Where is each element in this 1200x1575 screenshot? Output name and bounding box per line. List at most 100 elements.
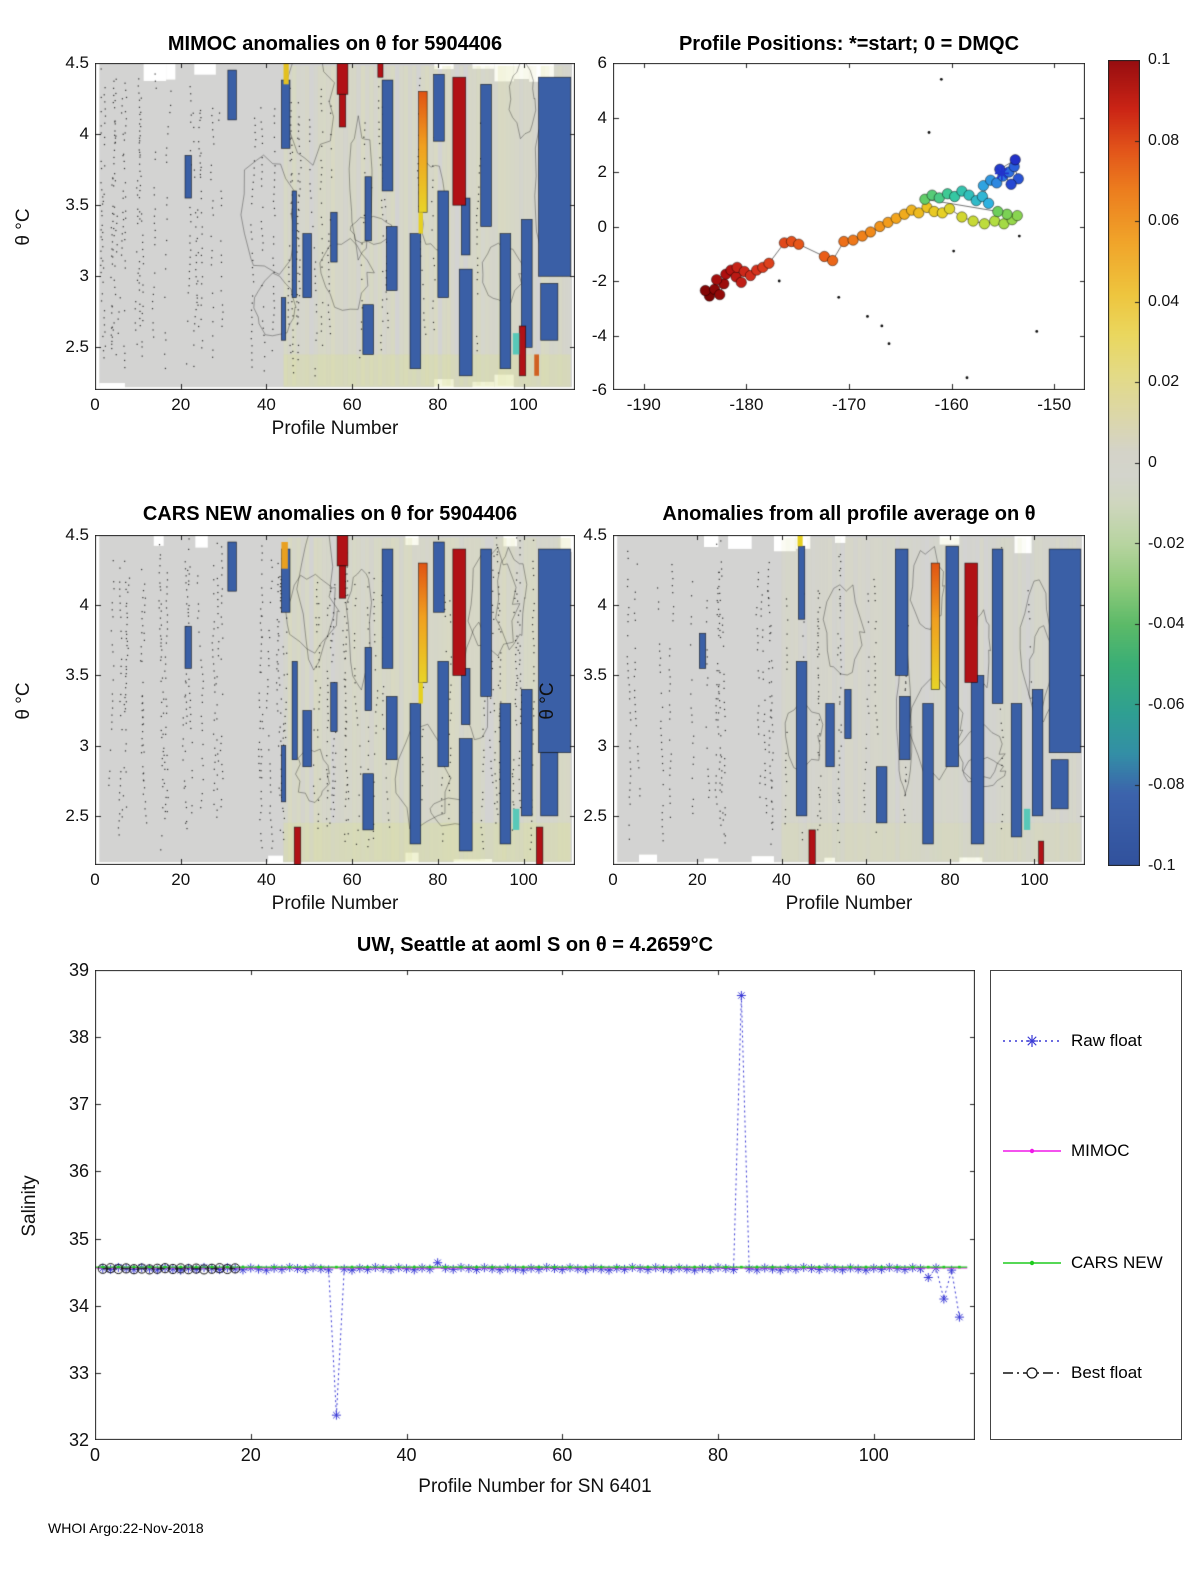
legend-label-best-float: Best float [1071, 1363, 1142, 1382]
legend-label-cars-new: CARS NEW [1071, 1253, 1163, 1272]
avg-title: Anomalies from all profile average on θ [662, 503, 1036, 525]
positions-x-tick: -150 [1037, 395, 1072, 414]
mimoc-heatmap-canvas [95, 63, 575, 390]
avg-x-tick: 100 [1020, 870, 1049, 889]
legend-item-mimoc: MIMOC [1003, 1141, 1130, 1161]
salinity-y-tick: 37 [68, 1094, 89, 1115]
salinity-x-tick: 0 [89, 1445, 100, 1465]
salinity-x-tick: 100 [858, 1445, 889, 1465]
cars-x-tick: 40 [256, 870, 276, 889]
avg-y-tick: 3 [597, 735, 607, 755]
colorbar-tick: 0.06 [1148, 212, 1180, 230]
positions-x-tick: -190 [626, 395, 661, 414]
mimoc-x-tick: 60 [342, 395, 362, 414]
salinity-x-tick: 80 [707, 1445, 729, 1465]
positions-y-tick: -2 [591, 271, 607, 290]
positions-y-tick: 2 [597, 162, 607, 181]
salinity-y-tick: 38 [68, 1027, 89, 1048]
positions-x-tick: -160 [934, 395, 969, 414]
legend-item-best-float: Best float [1003, 1363, 1142, 1383]
colorbar-tick: -0.06 [1148, 695, 1185, 713]
avg-x-tick: 60 [856, 870, 876, 889]
footer-text: WHOI Argo:22-Nov-2018 [48, 1520, 204, 1536]
colorbar-tick: -0.1 [1148, 857, 1176, 874]
avg-y-tick: 2.5 [583, 805, 607, 825]
cars-xlabel: Profile Number [271, 893, 399, 914]
salinity-title: UW, Seattle at aoml S on θ = 4.2659°C [356, 934, 714, 956]
cars-x-tick: 20 [171, 870, 191, 889]
cars-y-tick: 2.5 [65, 805, 89, 825]
positions-x-tick: -170 [831, 395, 867, 414]
positions-x-tick: -180 [729, 395, 764, 414]
mimoc-y-tick: 3.5 [65, 195, 89, 215]
mimoc-y-tick: 3 [79, 266, 89, 286]
mimoc-x-tick: 80 [428, 395, 448, 414]
cars-x-tick: 80 [428, 870, 448, 889]
mimoc-line-sample [1003, 1148, 1061, 1154]
colorbar-tick: -0.08 [1148, 776, 1185, 794]
mimoc-x-tick: 40 [256, 395, 276, 414]
colorbar [1108, 60, 1140, 866]
cars-x-tick: 60 [342, 870, 362, 889]
mimoc-title: MIMOC anomalies on θ for 5904406 [167, 33, 503, 55]
mimoc-y-tick: 4.5 [65, 53, 89, 72]
mimoc-xlabel: Profile Number [271, 418, 399, 439]
cars-x-tick: 100 [509, 870, 538, 889]
colorbar-tick: -0.04 [1148, 615, 1185, 633]
avg-x-tick: 40 [772, 870, 792, 889]
mimoc-x-tick: 100 [509, 395, 538, 414]
positions-y-tick: -4 [591, 325, 607, 345]
cars-heatmap-canvas [95, 535, 575, 865]
positions-y-tick: 4 [597, 107, 607, 127]
salinity-line-canvas [95, 970, 975, 1440]
salinity-x-tick: 40 [396, 1445, 417, 1465]
cars-new-line-sample [1003, 1260, 1061, 1266]
avg-y-tick: 4 [597, 595, 607, 615]
mimoc-ylabel: θ °C [13, 208, 34, 246]
colorbar-tick: 0.02 [1148, 373, 1180, 391]
positions-y-tick: 6 [597, 53, 607, 72]
salinity-y-tick: 36 [68, 1161, 89, 1182]
salinity-y-tick: 34 [68, 1295, 89, 1316]
cars-title: CARS NEW anomalies on θ for 5904406 [142, 503, 518, 525]
mimoc-x-tick: 20 [171, 395, 191, 414]
avg-x-tick: 0 [608, 870, 618, 889]
cars-y-tick: 3.5 [65, 665, 89, 685]
cars-x-tick: 0 [90, 870, 100, 889]
cars-ylabel: θ °C [13, 682, 34, 720]
colorbar-tick: -0.02 [1148, 534, 1185, 552]
salinity-y-tick: 35 [68, 1228, 89, 1249]
colorbar-tick: 0.08 [1148, 131, 1180, 149]
best-float-line-sample [1003, 1367, 1061, 1379]
salinity-x-tick: 60 [552, 1445, 573, 1465]
avg-ylabel: θ °C [537, 682, 558, 720]
colorbar-tick: 0.1 [1148, 51, 1171, 68]
mimoc-y-tick: 2.5 [65, 337, 89, 357]
salinity-y-tick: 39 [68, 960, 89, 980]
cars-y-tick: 3 [79, 735, 89, 755]
salinity-xlabel: Profile Number for SN 6401 [418, 1476, 652, 1497]
salinity-y-tick: 32 [68, 1430, 89, 1450]
avg-xlabel: Profile Number [785, 893, 913, 914]
legend-item-cars-new: CARS NEW [1003, 1253, 1163, 1273]
avg-x-tick: 80 [940, 870, 960, 889]
legend-item-raw-float: Raw float [1003, 1031, 1142, 1051]
cars-y-tick: 4.5 [65, 525, 89, 544]
profile-positions-canvas [613, 63, 1085, 390]
salinity-x-tick: 20 [240, 1445, 261, 1465]
avg-x-tick: 20 [687, 870, 707, 889]
avg-y-tick: 3.5 [583, 665, 607, 685]
positions-title: Profile Positions: *=start; 0 = DMQC [678, 33, 1020, 55]
mimoc-y-tick: 4 [79, 124, 89, 144]
mimoc-x-tick: 0 [90, 395, 100, 414]
salinity-legend: Raw float MIMOC CARS NEW Best float [990, 970, 1182, 1440]
avg-heatmap-canvas [613, 535, 1085, 865]
colorbar-tick: 0.04 [1148, 292, 1180, 310]
colorbar-tick: 0 [1148, 454, 1157, 471]
legend-label-raw-float: Raw float [1071, 1031, 1142, 1050]
salinity-y-tick: 33 [68, 1362, 89, 1383]
cars-y-tick: 4 [79, 595, 89, 615]
avg-y-tick: 4.5 [583, 525, 607, 544]
salinity-ylabel: Salinity [19, 1175, 40, 1237]
